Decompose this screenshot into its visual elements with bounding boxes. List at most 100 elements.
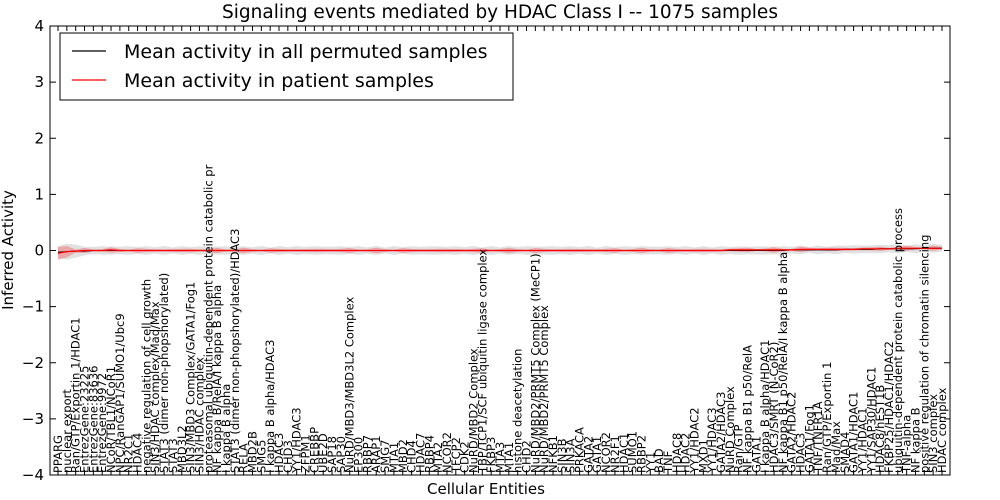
chart-title: Signaling events mediated by HDAC Class … [222, 2, 778, 23]
x-category-label: YY1/HDAC3 [705, 407, 719, 474]
x-category-label: GATA1/Fog1 [802, 404, 816, 473]
x-category-label: I kappa B alpha [219, 384, 233, 473]
x-category-label: EntrezGene:83636 [86, 366, 100, 473]
y-tick-label: 4 [34, 17, 44, 35]
x-category-label: YY1 [643, 452, 657, 474]
x-category-label: SUMO1 [626, 431, 640, 473]
x-category-label: FKBP25/HDAC1/HDAC2 [882, 341, 896, 473]
x-category-label: GATA2 [581, 436, 595, 473]
x-category-label: YY1/HDAC2 [688, 407, 702, 474]
x-category-label: NF kappa B/RelA/I kappa B alpha [210, 285, 224, 473]
x-category-label: MTA3 [493, 442, 507, 473]
x-category-label: Ran/GTP [732, 425, 746, 473]
x-category-label: NFKB1 [546, 435, 560, 473]
x-category-label: EntrezGene:23225 [78, 366, 92, 473]
x-category-label: NF kappa B1 p50/RelA/I kappa B alpha [776, 252, 790, 473]
x-category-label: HDAC3/SMRT (N-CoR2) [767, 342, 781, 473]
x-category-label: EntrezGene:9972 [95, 373, 109, 473]
x-axis-ticks [57, 26, 943, 475]
x-category-label: BAD [652, 448, 666, 473]
legend-label-permuted: Mean activity in all permuted samples [124, 41, 487, 63]
x-category-label: ARAP1 [369, 435, 383, 473]
x-category-label: NuRD/MBD2/PRMT5 Complex (MeCP1) [528, 253, 542, 473]
x-category-label: HDAC complex [935, 387, 949, 473]
x-category-label: TFCP2 [449, 437, 463, 474]
y-axis-ticks: −4 −3 −2 −1 0 1 2 3 4 [22, 17, 950, 484]
x-category-label: nuclear export [60, 389, 74, 473]
y-tick-label: −1 [22, 298, 44, 316]
x-category-label: proteasomal ubiquitin-dependent protein … [201, 164, 215, 473]
x-category-label: NR2C1 [122, 434, 136, 473]
x-category-label: YY1/HDAC1 [855, 407, 869, 474]
x-category-label: CREBBP [307, 427, 321, 473]
x-category-label: RBBP2 [634, 435, 648, 473]
x-category-label: MTA2 [431, 442, 445, 473]
y-axis-title: Inferred Activity [0, 190, 17, 310]
x-category-label: HDAC2 [679, 433, 693, 473]
legend-label-patient: Mean activity in patient samples [124, 70, 434, 92]
x-category-label: TNF-alpha [900, 415, 914, 474]
x-category-label: MBD3L2 [175, 425, 189, 473]
x-category-label: negative regulation of cell growth [139, 279, 153, 473]
x-category-label: NCoR/TBL1/NCoR1 [104, 366, 118, 473]
x-category-label: NPC/RanGAP1/SUMO1/Ubc9 [113, 313, 127, 473]
x-category-label: NF kappa B [909, 407, 923, 473]
x-category-label: NuRD/MBD3/MBD3L2 Complex [343, 297, 357, 473]
x-category-label: NuRD Complex [723, 386, 737, 473]
x-category-label: NF kappa B1 p50/RelA [741, 345, 755, 473]
patient-mean-line [57, 247, 942, 254]
x-category-label: SAP18 [325, 436, 339, 473]
x-category-label: MBD2 [396, 439, 410, 473]
x-category-label: HDAC8 [670, 433, 684, 473]
x-category-label: STAT3 (dimer non-phopshorylated)/HDAC3 [228, 229, 242, 473]
x-category-label: I kappa B alpha/HDAC3 [263, 340, 277, 473]
x-category-label: NCOR2 [599, 432, 613, 473]
x-category-label: PPARG [51, 435, 65, 473]
x-category-label: SAP30 [334, 436, 348, 473]
x-category-label: MTA1 [387, 442, 401, 473]
legend-box [59, 32, 514, 101]
x-category-label: HDAC7 [413, 433, 427, 473]
x-category-label: RBBP4 [422, 435, 436, 473]
x-category-label: positive regulation of chromatin silenci… [917, 235, 931, 473]
y-tick-label: 0 [34, 242, 44, 260]
x-category-label: STAT3 [166, 438, 180, 473]
x-category-label: GATA1 [590, 436, 604, 473]
x-category-label: Ran/GTP/Exportin 1/HDAC1 [69, 317, 83, 473]
legend: Mean activity in all permuted samples Me… [59, 32, 514, 101]
x-category-label: CHD3 [281, 440, 295, 473]
x-category-label: YY1/HDAC3 [290, 407, 304, 474]
x-category-label: MXD1 [696, 439, 710, 473]
x-category-label: SMG5 [254, 440, 268, 473]
x-category-label: STAT3 (dimer non-phopshorylated) [157, 273, 171, 473]
x-category-label: GATA1 [749, 436, 763, 473]
x-category-label: SIN3A [564, 438, 578, 473]
x-category-label: SIN3/HDAC complex/Mad/Max [148, 301, 162, 473]
x-category-label: FKBP3 [484, 437, 498, 473]
x-category-label: YY1/SAP30/HDAC1 [864, 367, 878, 474]
x-category-label: SIN3 complex [926, 394, 940, 473]
x-category-label: TBP/TCP1/SCF ubiquitin ligase complex [475, 249, 489, 474]
y-tick-label: −2 [22, 354, 44, 372]
x-category-label: RELA [237, 443, 251, 473]
x-category-label: GATA1/HDAC1 [847, 392, 861, 473]
x-category-label: GATA2/HDAC2 [785, 392, 799, 473]
x-category-label: ubiquitin-dependent protein catabolic pr… [891, 208, 905, 473]
x-category-label: CHD4 [405, 440, 419, 473]
x-category-label: GATA2/HDAC3 [714, 392, 728, 473]
x-category-label: RBBP7 [360, 435, 374, 473]
x-category-label: CDK2 [458, 441, 472, 473]
y-tick-label: 2 [34, 129, 44, 147]
x-category-label: SMAD4 [838, 432, 852, 473]
x-category-label: TNF [661, 451, 675, 474]
patient-range-band [58, 245, 942, 260]
x-category-label: SIN3B [555, 438, 569, 473]
x-category-label: Ran/GTP/Exportin 1 [820, 362, 834, 473]
x-category-label: ZFPM1 [299, 434, 313, 473]
x-category-label: EP300 [352, 437, 366, 473]
x-category-label: I kappa B alpha/HDAC1 [758, 340, 772, 473]
x-category-label: histone deacetylation [511, 349, 525, 473]
y-tick-label: −4 [22, 466, 44, 484]
